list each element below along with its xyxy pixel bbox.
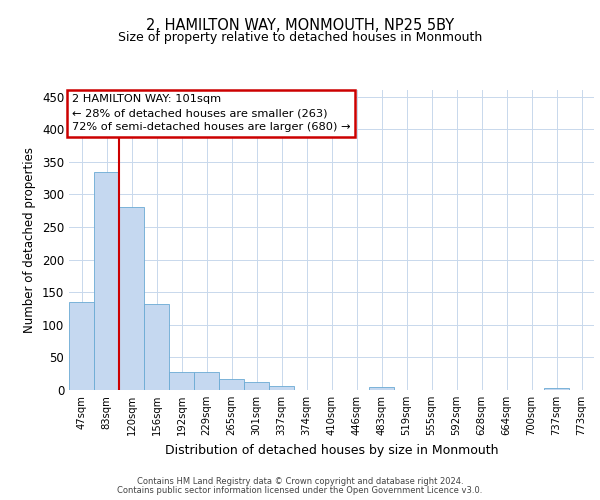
- Text: 2 HAMILTON WAY: 101sqm
← 28% of detached houses are smaller (263)
72% of semi-de: 2 HAMILTON WAY: 101sqm ← 28% of detached…: [71, 94, 350, 132]
- Text: 2, HAMILTON WAY, MONMOUTH, NP25 5BY: 2, HAMILTON WAY, MONMOUTH, NP25 5BY: [146, 18, 454, 32]
- Y-axis label: Number of detached properties: Number of detached properties: [23, 147, 37, 333]
- Bar: [269, 386, 294, 390]
- Bar: [194, 372, 219, 390]
- X-axis label: Distribution of detached houses by size in Monmouth: Distribution of detached houses by size …: [165, 444, 498, 456]
- Bar: [169, 372, 194, 390]
- Bar: [94, 172, 119, 390]
- Bar: [144, 304, 169, 390]
- Bar: [119, 208, 144, 390]
- Bar: [369, 388, 394, 390]
- Bar: [544, 388, 569, 390]
- Bar: [219, 379, 244, 390]
- Bar: [244, 382, 269, 390]
- Bar: [69, 302, 94, 390]
- Text: Size of property relative to detached houses in Monmouth: Size of property relative to detached ho…: [118, 31, 482, 44]
- Text: Contains public sector information licensed under the Open Government Licence v3: Contains public sector information licen…: [118, 486, 482, 495]
- Text: Contains HM Land Registry data © Crown copyright and database right 2024.: Contains HM Land Registry data © Crown c…: [137, 477, 463, 486]
